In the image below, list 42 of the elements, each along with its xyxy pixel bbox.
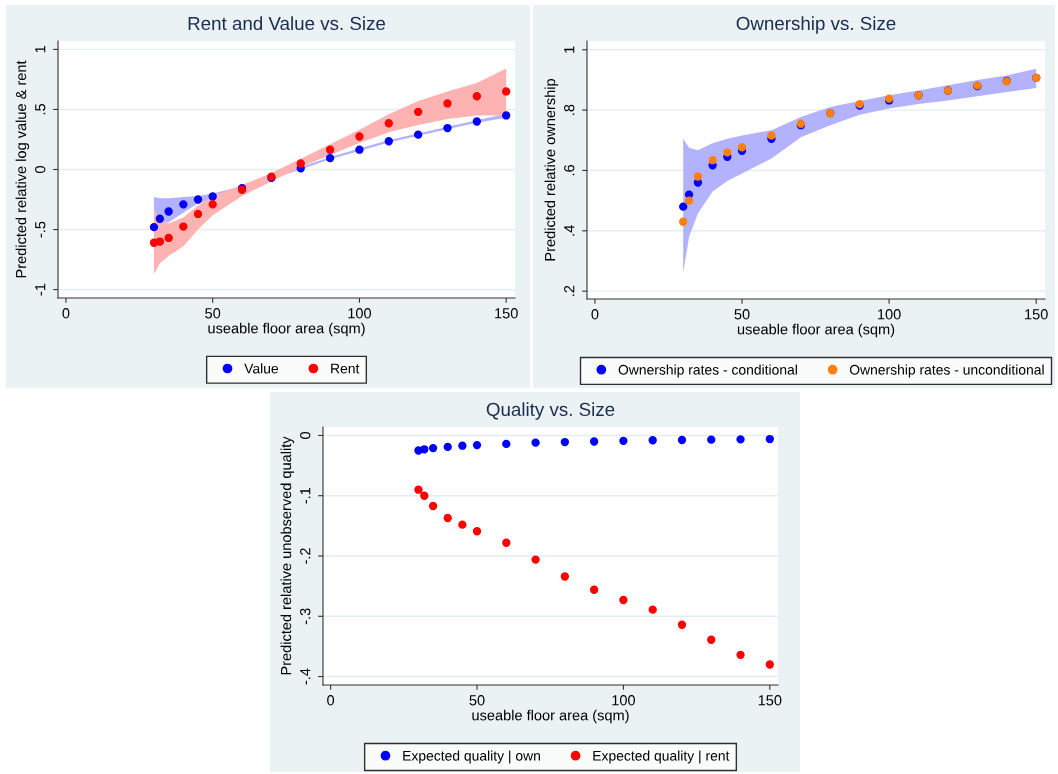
- y-tick-label: 0: [35, 166, 46, 173]
- chart-title: Rent and Value vs. Size: [188, 16, 386, 31]
- y-tick-label: .5: [35, 103, 46, 115]
- y-tick-label: 1: [35, 46, 46, 53]
- chart-title: Quality vs. Size: [486, 402, 615, 420]
- y-tick-label: 0: [300, 431, 311, 439]
- x-tick-label: 150: [1025, 309, 1048, 320]
- legend-label: Ownership rates - conditional: [618, 364, 797, 378]
- x-tick-label: 150: [758, 695, 782, 706]
- y-tick-label: 1: [564, 46, 575, 53]
- x-tick-label: 0: [327, 695, 335, 706]
- y-tick-label: -.4: [300, 668, 311, 685]
- y-tick-label: .8: [564, 104, 575, 115]
- legend-label: Expected quality | rent: [593, 750, 730, 764]
- y-axis-title: Predicted relative log value & rent: [15, 60, 30, 278]
- x-tick-label: 100: [612, 695, 635, 706]
- y-tick-label: -1: [35, 283, 46, 296]
- x-axis-title: useable floor area (sqm): [208, 322, 365, 337]
- y-tick-label: .4: [564, 225, 575, 236]
- legend-label: Expected quality | own: [403, 750, 540, 764]
- chart-title: Ownership vs. Size: [736, 16, 896, 34]
- y-tick-label: -.1: [300, 487, 311, 504]
- y-tick-label: -.2: [300, 548, 311, 564]
- x-tick-label: 150: [495, 308, 518, 319]
- x-tick-label: 0: [62, 308, 70, 319]
- legend-label: Value: [244, 363, 279, 374]
- y-tick-label: .2: [564, 285, 575, 296]
- x-axis-title: useable floor area (sqm): [472, 709, 629, 724]
- y-tick-label: -.5: [35, 221, 46, 238]
- x-tick-label: 0: [591, 309, 599, 320]
- legend-label: Rent: [331, 363, 360, 374]
- y-tick-label: -.3: [300, 608, 311, 625]
- y-tick-label: .6: [564, 165, 575, 176]
- y-axis-title: Predicted relative ownership: [544, 79, 559, 261]
- x-tick-label: 100: [348, 308, 372, 319]
- y-axis-title: Predicted relative unobserved quality: [280, 436, 295, 675]
- x-tick-label: 50: [469, 695, 485, 706]
- x-tick-label: 50: [734, 309, 750, 320]
- x-axis-title: useable floor area (sqm): [737, 323, 895, 338]
- legend-label: Ownership rates - unconditional: [849, 364, 1044, 378]
- x-tick-label: 50: [205, 308, 221, 319]
- x-tick-label: 100: [878, 309, 901, 320]
